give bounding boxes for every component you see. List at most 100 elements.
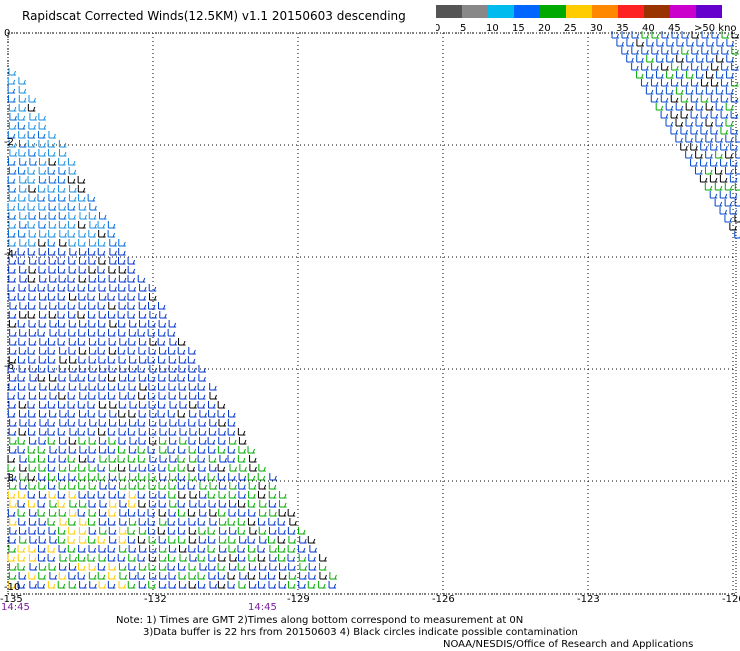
wind-barb [68,482,76,490]
wind-barb [39,428,47,436]
wind-barb [710,159,718,167]
wind-barb [29,365,37,373]
wind-barb [117,383,126,391]
wind-barb [77,185,86,193]
wind-barb [680,111,689,119]
wind-barb [238,446,246,454]
wind-barb [187,509,196,517]
wind-speed-legend: 0 5 10 15 20 25 30 35 40 45 >50 knots [436,5,736,34]
wind-barb [88,518,96,526]
wind-barb [621,31,629,39]
wind-barb [68,383,77,391]
wind-barb [207,473,216,481]
wind-barb [278,581,287,589]
wind-barb [47,284,56,292]
wind-barb [680,127,688,135]
wind-barb [716,39,724,47]
wind-barb [238,491,246,499]
wind-barb [676,71,684,79]
wind-barb [108,527,117,535]
wind-barb [229,527,237,535]
wind-barb [57,581,66,589]
wind-barb [88,257,96,265]
wind-barb [79,518,87,526]
wind-barb [217,464,226,472]
wind-barb [725,135,733,143]
wind-barb [7,392,16,400]
wind-barb [188,446,197,454]
wind-barb [217,473,226,481]
wind-barb [159,455,167,463]
wind-barb [97,266,105,274]
wind-barb [158,374,166,382]
wind-barb [197,518,206,526]
wind-barb [29,437,37,445]
wind-barb [28,455,36,463]
wind-barb [37,554,46,562]
wind-barb [107,221,116,229]
wind-barb [28,302,36,310]
wind-barb [88,392,96,400]
wind-barb [228,536,236,544]
wind-barb [299,563,307,571]
wind-barb [28,122,36,130]
wind-barb [58,203,67,211]
wind-barb [97,221,106,229]
wind-barb [18,131,26,139]
wind-barb [78,482,86,490]
wind-barb [37,194,46,202]
wind-barb [107,554,116,562]
wind-barb [37,131,46,139]
wind-barb [78,302,87,310]
wind-barb [137,491,146,499]
wind-barb [118,473,127,481]
wind-barb [38,365,46,373]
wind-barb [28,572,36,580]
wind-barb [725,87,734,95]
wind-barb [78,554,86,562]
wind-barb [675,119,684,127]
wind-barb [29,581,37,589]
wind-barb [68,473,76,481]
wind-barb [68,311,76,319]
wind-barb [129,437,137,445]
wind-barb [47,140,56,148]
wind-barb [685,135,693,143]
wind-barb [69,500,77,508]
wind-barb [38,464,46,472]
wind-barb [57,428,66,436]
wind-barb [228,410,236,418]
wind-barb [38,410,47,418]
wind-barb [109,239,117,247]
wind-barb [7,554,16,562]
wind-barb [88,320,96,328]
wind-barb [58,329,66,337]
wind-barb [89,581,97,589]
wind-barb [98,437,107,445]
wind-barb [27,221,36,229]
wind-barb [611,31,619,39]
wind-barb [28,212,36,220]
wind-barb [88,500,96,508]
wind-barb [207,437,216,445]
wind-barb [68,167,77,175]
wind-barb [147,374,156,382]
wind-barb [79,446,87,454]
wind-barb [258,482,267,490]
wind-barb [38,572,46,580]
wind-barb [178,446,186,454]
legend-swatch [436,5,462,18]
wind-barb [7,131,16,139]
wind-barb [137,554,146,562]
wind-barb [17,446,26,454]
wind-barb [208,572,216,580]
wind-barb [128,518,137,526]
wind-barb [118,446,126,454]
wind-barb [118,302,127,310]
wind-barb [158,392,166,400]
wind-barb [98,419,107,427]
wind-barb [715,151,723,159]
wind-barb [58,248,66,256]
wind-barb [139,284,147,292]
wind-barb [188,437,196,445]
